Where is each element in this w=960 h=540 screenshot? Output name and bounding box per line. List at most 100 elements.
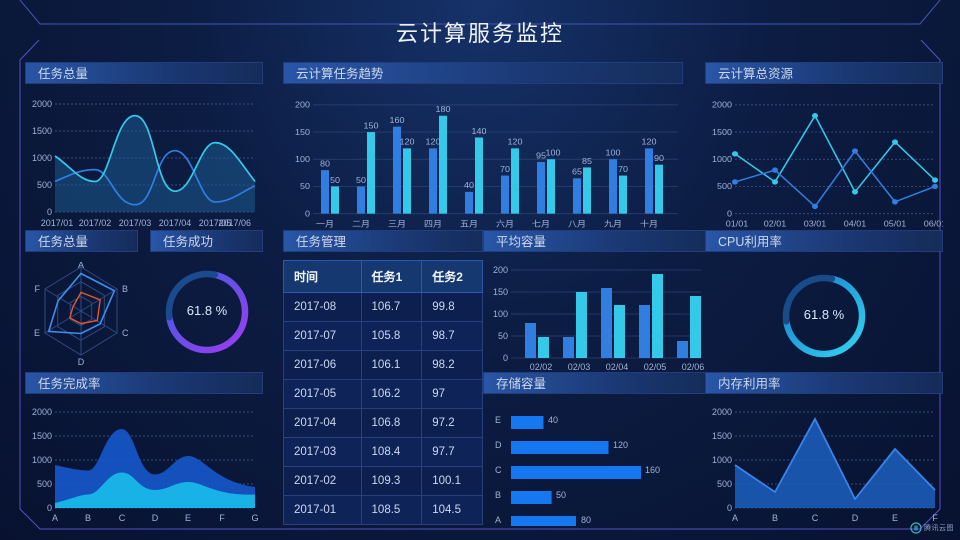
svg-text:一月: 一月 — [316, 219, 334, 228]
svg-text:160: 160 — [645, 465, 660, 475]
svg-text:A: A — [52, 513, 58, 523]
svg-text:E: E — [185, 513, 191, 523]
svg-text:1500: 1500 — [32, 431, 52, 441]
svg-text:120: 120 — [508, 137, 523, 146]
svg-text:1000: 1000 — [712, 154, 732, 163]
svg-text:80: 80 — [581, 515, 591, 525]
svg-text:B: B — [85, 513, 91, 523]
svg-text:0: 0 — [727, 503, 732, 513]
svg-text:2017/03: 2017/03 — [119, 218, 152, 228]
svg-text:120: 120 — [426, 137, 441, 146]
svg-text:50: 50 — [330, 175, 340, 184]
svg-text:D: D — [495, 440, 502, 450]
svg-text:六月: 六月 — [496, 218, 514, 228]
svg-text:2017/02: 2017/02 — [79, 218, 112, 228]
svg-text:E: E — [495, 415, 501, 425]
svg-text:D: D — [78, 357, 85, 367]
svg-text:九月: 九月 — [604, 219, 622, 228]
svg-text:B: B — [772, 513, 778, 523]
svg-text:50: 50 — [556, 490, 566, 500]
svg-text:160: 160 — [390, 115, 405, 124]
svg-text:120: 120 — [613, 440, 628, 450]
svg-text:500: 500 — [37, 479, 52, 489]
svg-text:B: B — [495, 490, 501, 500]
svg-text:200: 200 — [295, 100, 310, 109]
svg-text:70: 70 — [500, 164, 510, 173]
svg-text:70: 70 — [618, 164, 628, 173]
svg-text:1500: 1500 — [712, 127, 732, 136]
svg-text:100: 100 — [546, 148, 561, 157]
svg-text:2000: 2000 — [712, 407, 732, 417]
svg-text:150: 150 — [364, 121, 379, 130]
svg-text:02/06: 02/06 — [682, 362, 705, 372]
svg-text:140: 140 — [472, 126, 487, 135]
svg-text:B: B — [122, 284, 128, 294]
svg-text:500: 500 — [717, 479, 732, 489]
svg-text:02/01: 02/01 — [764, 219, 787, 228]
svg-text:50: 50 — [300, 182, 310, 191]
svg-text:40: 40 — [548, 415, 558, 425]
svg-text:200: 200 — [493, 265, 508, 275]
svg-text:02/03: 02/03 — [568, 362, 591, 372]
svg-text:1000: 1000 — [32, 153, 52, 163]
svg-text:F: F — [932, 513, 938, 523]
svg-text:2000: 2000 — [32, 407, 52, 417]
svg-text:02/05: 02/05 — [644, 362, 667, 372]
svg-text:D: D — [152, 513, 159, 523]
svg-text:A: A — [732, 513, 738, 523]
svg-text:A: A — [495, 515, 501, 525]
svg-text:2000: 2000 — [712, 100, 732, 109]
svg-text:61.8 %: 61.8 % — [804, 307, 845, 322]
svg-text:E: E — [892, 513, 898, 523]
svg-text:三月: 三月 — [388, 219, 406, 228]
svg-text:2017/01: 2017/01 — [41, 218, 74, 228]
svg-text:50: 50 — [356, 175, 366, 184]
svg-text:500: 500 — [717, 182, 732, 191]
svg-text:03/01: 03/01 — [804, 219, 827, 228]
svg-text:90: 90 — [654, 153, 664, 162]
svg-text:100: 100 — [295, 154, 310, 163]
svg-text:01/01: 01/01 — [726, 219, 749, 228]
svg-text:2017/04: 2017/04 — [159, 218, 192, 228]
svg-text:500: 500 — [37, 180, 52, 190]
svg-text:40: 40 — [464, 181, 474, 190]
svg-text:C: C — [812, 513, 819, 523]
svg-text:0: 0 — [47, 207, 52, 217]
svg-text:F: F — [35, 284, 41, 294]
svg-text:四月: 四月 — [424, 219, 442, 228]
svg-text:C: C — [495, 465, 502, 475]
svg-text:120: 120 — [642, 137, 657, 146]
svg-text:0: 0 — [727, 209, 732, 218]
svg-text:五月: 五月 — [460, 219, 478, 228]
svg-text:2017/06: 2017/06 — [218, 218, 251, 228]
svg-text:八月: 八月 — [568, 219, 586, 228]
svg-text:02/04: 02/04 — [606, 362, 629, 372]
svg-text:G: G — [251, 513, 258, 523]
svg-text:1000: 1000 — [32, 455, 52, 465]
svg-text:0: 0 — [503, 353, 508, 363]
svg-text:A: A — [78, 262, 84, 270]
svg-text:120: 120 — [400, 137, 415, 146]
svg-text:04/01: 04/01 — [844, 219, 867, 228]
svg-text:D: D — [852, 513, 859, 523]
svg-text:65: 65 — [572, 167, 582, 176]
svg-text:二月: 二月 — [352, 219, 370, 228]
svg-text:02/02: 02/02 — [530, 362, 553, 372]
svg-text:61.8 %: 61.8 % — [186, 303, 227, 318]
svg-text:2000: 2000 — [32, 99, 52, 109]
svg-text:七月: 七月 — [532, 219, 550, 228]
svg-text:C: C — [122, 328, 129, 338]
svg-text:50: 50 — [498, 331, 508, 341]
svg-text:180: 180 — [436, 105, 451, 114]
svg-text:C: C — [119, 513, 126, 523]
svg-text:85: 85 — [582, 156, 592, 165]
svg-text:80: 80 — [320, 159, 330, 168]
svg-text:100: 100 — [493, 309, 508, 319]
svg-text:06/01: 06/01 — [924, 219, 943, 228]
svg-text:0: 0 — [305, 209, 310, 218]
svg-text:05/01: 05/01 — [884, 219, 907, 228]
svg-text:0: 0 — [47, 503, 52, 513]
svg-text:1500: 1500 — [712, 431, 732, 441]
svg-text:100: 100 — [606, 148, 621, 157]
svg-text:1000: 1000 — [712, 455, 732, 465]
